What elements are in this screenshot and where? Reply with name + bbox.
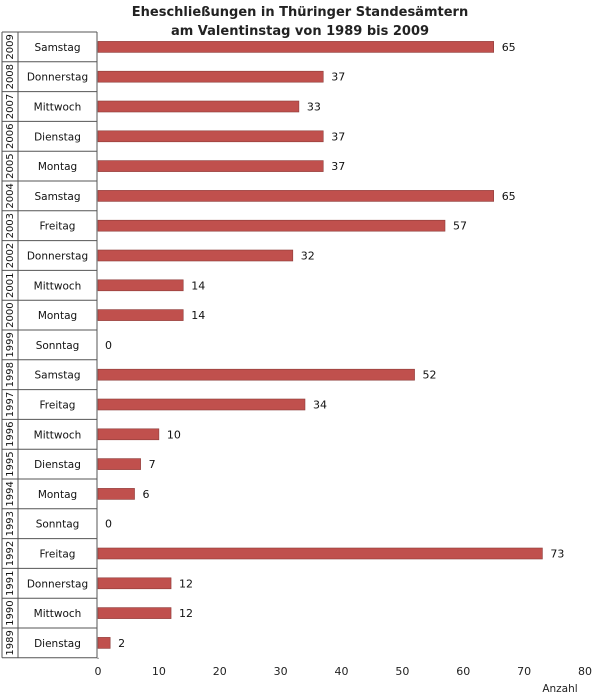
weekday-label: Sonntag [36, 519, 80, 531]
value-label: 12 [179, 607, 193, 620]
x-tick-label: 0 [95, 665, 102, 678]
value-label: 65 [502, 41, 516, 54]
year-label: 1991 [5, 571, 16, 596]
year-label: 2009 [5, 34, 16, 59]
bar [97, 219, 446, 232]
x-tick-label: 60 [456, 665, 470, 678]
bar [97, 279, 184, 292]
weekday-label: Mittwoch [34, 280, 82, 292]
value-label: 6 [143, 488, 150, 501]
year-label: 2007 [5, 94, 16, 119]
weekday-label: Dienstag [34, 131, 81, 143]
value-label: 52 [423, 369, 437, 382]
value-label: 33 [307, 101, 321, 114]
bar [97, 488, 135, 500]
year-label: 2004 [5, 183, 16, 208]
year-label: 1998 [5, 362, 16, 387]
bar [97, 398, 306, 411]
bar [97, 100, 300, 113]
bar [97, 130, 324, 143]
weekday-label: Donnerstag [27, 251, 88, 263]
weekday-label: Samstag [34, 370, 80, 382]
bar [97, 70, 324, 83]
bar [97, 249, 294, 262]
weekday-label: Freitag [40, 400, 76, 412]
year-label: 2002 [5, 243, 16, 268]
value-label: 37 [331, 130, 345, 143]
chart-title-line-1: Eheschließungen in Thüringer Standesämte… [132, 5, 468, 20]
x-tick-label: 10 [152, 665, 166, 678]
weekday-label: Montag [38, 489, 77, 501]
bar [97, 309, 184, 321]
x-axis-label: Anzahl [542, 683, 577, 695]
value-label: 37 [331, 160, 345, 173]
x-axis: 0 10 20 30 40 50 60 70 80 [95, 657, 592, 678]
x-tick-label: 70 [517, 665, 531, 678]
weekday-label: Donnerstag [27, 72, 88, 84]
bar [97, 190, 494, 202]
x-tick-label: 80 [578, 665, 592, 678]
category-axis-frame [1, 31, 98, 659]
year-label: 2000 [5, 302, 16, 327]
x-tick-label: 40 [335, 665, 349, 678]
year-label: 1993 [5, 511, 16, 536]
bar [97, 41, 494, 53]
value-label: 73 [550, 548, 564, 561]
value-label: 14 [191, 309, 205, 322]
value-label: 57 [453, 220, 467, 233]
weekday-label: Samstag [34, 42, 80, 54]
value-label: 10 [167, 428, 181, 441]
bar [97, 428, 160, 441]
value-label: 14 [191, 279, 205, 292]
year-label: 1994 [5, 481, 16, 506]
year-label: 1999 [5, 332, 16, 357]
weekday-label: Mittwoch [34, 608, 82, 620]
value-label: 2 [118, 637, 125, 650]
bar [97, 160, 324, 172]
year-label: 1996 [5, 422, 16, 447]
value-label: 65 [502, 190, 516, 203]
value-label: 37 [331, 71, 345, 84]
bar [97, 577, 172, 590]
weekday-label: Freitag [40, 549, 76, 561]
value-label: 12 [179, 577, 193, 590]
year-label: 2005 [5, 153, 16, 178]
bar [97, 368, 415, 381]
value-label: 34 [313, 399, 327, 412]
value-label: 7 [149, 458, 156, 471]
weekday-label: Samstag [34, 191, 80, 203]
weekday-label: Mittwoch [34, 102, 82, 114]
weekday-label: Sonntag [36, 340, 80, 352]
year-label: 2006 [5, 124, 16, 149]
year-label: 1989 [5, 630, 16, 655]
year-label: 1990 [5, 600, 16, 625]
year-label: 2003 [5, 213, 16, 238]
weekday-label: Dienstag [34, 638, 81, 650]
bar [97, 458, 141, 470]
weekday-label: Donnerstag [27, 578, 88, 590]
value-label: 0 [105, 518, 112, 531]
x-tick-label: 30 [274, 665, 288, 678]
bar [97, 637, 111, 649]
year-label: 1992 [5, 541, 16, 566]
x-tick-label: 50 [395, 665, 409, 678]
weekday-label: Montag [38, 161, 77, 173]
bar [97, 607, 172, 619]
weekday-label: Mittwoch [34, 429, 82, 441]
bar [97, 547, 543, 560]
chart-title-line-2: am Valentinstag von 1989 bis 2009 [171, 24, 429, 39]
year-label: 2008 [5, 64, 16, 89]
value-label: 0 [105, 339, 112, 352]
year-label: 1997 [5, 392, 16, 417]
weekday-label: Dienstag [34, 459, 81, 471]
year-label: 2001 [5, 273, 16, 298]
year-label: 1995 [5, 451, 16, 476]
value-label: 32 [301, 250, 315, 263]
weekday-label: Montag [38, 310, 77, 322]
weekday-label: Freitag [40, 221, 76, 233]
x-tick-label: 20 [213, 665, 227, 678]
